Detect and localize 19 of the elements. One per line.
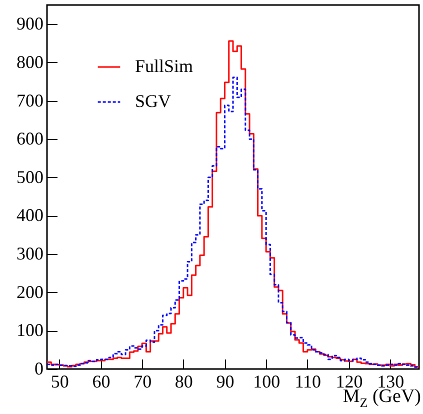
x-tick-label: 100 <box>253 372 280 392</box>
y-tick-label: 300 <box>16 244 44 264</box>
y-tick-label: 500 <box>16 166 44 187</box>
legend-label: FullSim <box>135 56 194 76</box>
y-tick-label: 900 <box>16 14 44 34</box>
x-tick-label: 70 <box>134 372 152 392</box>
y-tick-label: 700 <box>16 90 44 110</box>
legend-label: SGV <box>135 91 172 111</box>
y-tick-label: 200 <box>16 282 44 302</box>
y-tick-label: 800 <box>16 52 44 72</box>
y-tick-label: 600 <box>16 128 44 149</box>
x-tick-label: 80 <box>174 372 193 392</box>
y-tick-label: 400 <box>16 205 44 226</box>
y-tick-label: 0 <box>34 358 44 378</box>
x-tick-label: 50 <box>50 372 69 392</box>
y-tick-label: 100 <box>16 320 44 340</box>
x-tick-label: 90 <box>216 372 234 392</box>
x-tick-label: 60 <box>92 372 110 392</box>
x-tick-label: 110 <box>294 372 322 392</box>
